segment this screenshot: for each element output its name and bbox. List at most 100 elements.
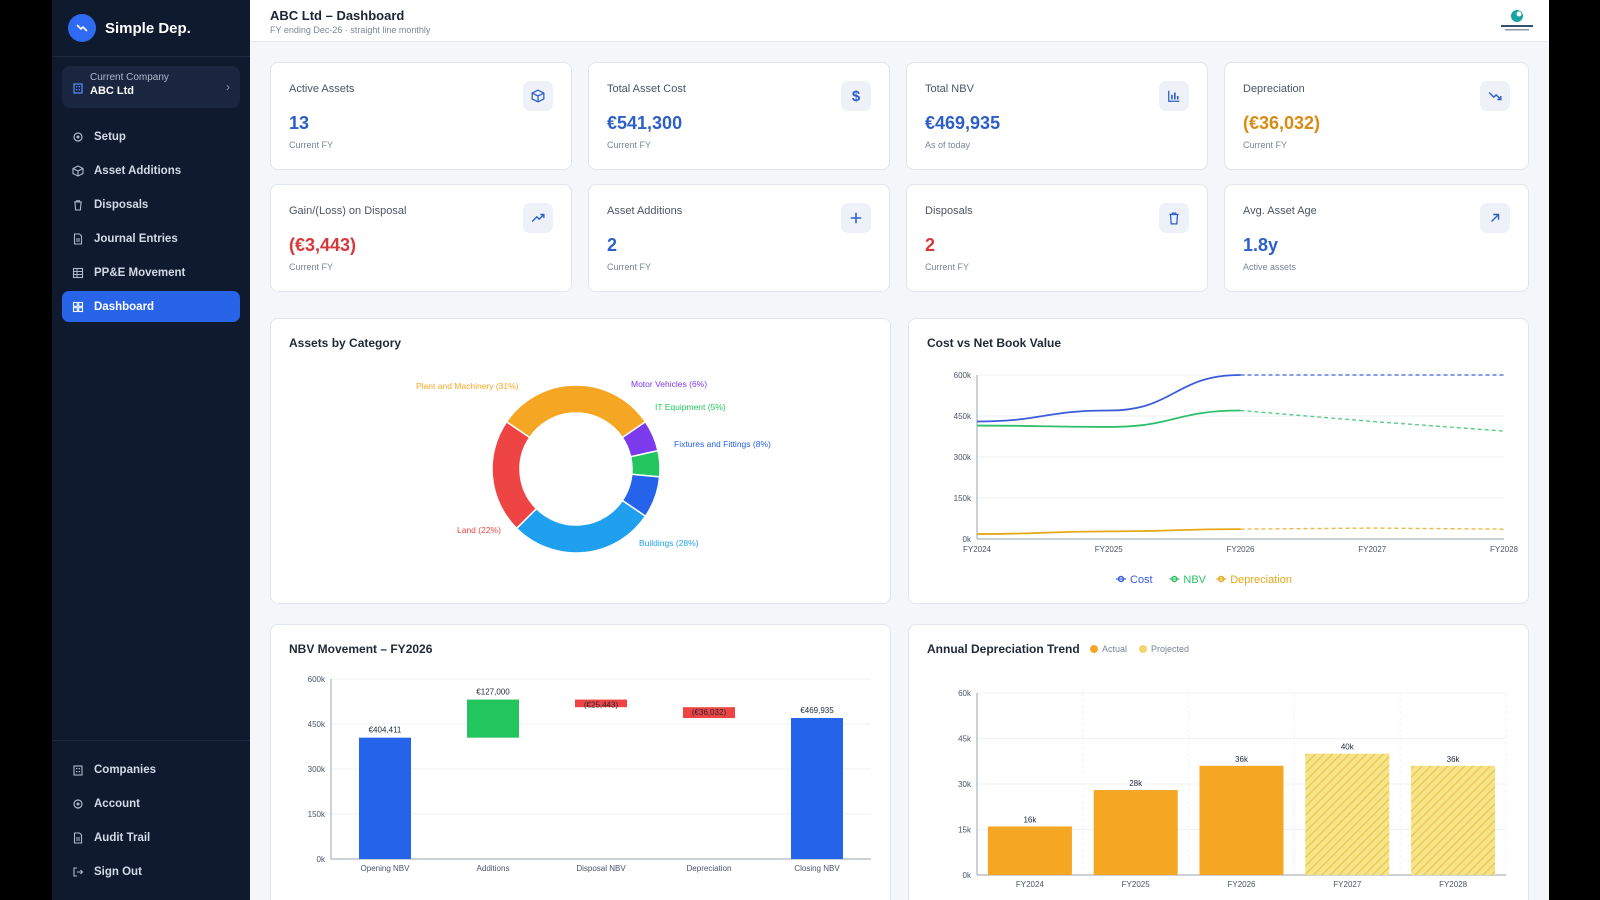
kpi-card-active-assets[interactable]: Active Assets 13 Current FY (270, 62, 572, 170)
nav-item-ppe-movement[interactable]: PP&E Movement (62, 257, 240, 288)
kpi-card-total-nbv[interactable]: Total NBV €469,935 As of today (906, 62, 1208, 170)
kpi-title: Avg. Asset Age (1243, 205, 1317, 217)
y-tick-label: 450k (954, 412, 972, 421)
box-icon (72, 164, 84, 177)
nav-item-companies[interactable]: Companies (62, 754, 240, 785)
slice-label: IT Equipment (5%) (655, 402, 726, 412)
nav-label: Dashboard (94, 300, 155, 313)
panel-title: Assets by Category (289, 336, 402, 350)
y-tick-label: 450k (308, 720, 326, 729)
nav-label: Account (94, 797, 140, 810)
nav-label: Audit Trail (94, 831, 151, 844)
kpi-title: Total NBV (925, 83, 974, 95)
nav-item-dashboard[interactable]: Dashboard (62, 291, 240, 322)
nav-item-asset-additions[interactable]: Asset Additions (62, 155, 240, 186)
legend-projected: Projected (1139, 644, 1189, 654)
kpi-value: 2 (925, 235, 936, 255)
y-tick-label: 0k (963, 871, 972, 880)
kpi-title: Active Assets (289, 83, 355, 95)
kpi-sub: Current FY (1243, 140, 1288, 150)
nav-item-disposals[interactable]: Disposals (62, 189, 240, 220)
kpi-card-depreciation[interactable]: Depreciation (€36,032) Current FY (1224, 62, 1529, 170)
building-icon (73, 764, 83, 776)
waterfall-bar (359, 737, 411, 859)
data-label: (€25,443) (584, 701, 619, 710)
gear-icon (73, 131, 83, 142)
x-tick-label: FY2025 (1122, 880, 1151, 889)
x-tick-label: FY2026 (1226, 545, 1255, 554)
waterfall-bar (575, 699, 627, 708)
kpi-title: Gain/(Loss) on Disposal (289, 205, 407, 217)
y-tick-label: 150k (954, 494, 972, 503)
kpi-sub: Current FY (289, 140, 334, 150)
kpi-title: Depreciation (1243, 83, 1305, 95)
trend-legend: Actual Projected (1090, 644, 1189, 654)
actual-bar (1093, 790, 1178, 875)
projected-bar (1411, 765, 1496, 875)
kpi-card-asset-additions[interactable]: Asset Additions 2 Current FY (588, 184, 890, 292)
nav-item-setup[interactable]: Setup (62, 121, 240, 152)
waterfall-bar (683, 707, 735, 719)
y-tick-label: 300k (954, 453, 972, 462)
trash-icon (74, 199, 82, 211)
company-switcher[interactable]: Current Company ABC Ltd › (62, 66, 240, 108)
legend-actual: Actual (1090, 644, 1127, 654)
nav-item-account[interactable]: Account (62, 788, 240, 819)
page-subtitle: FY ending Dec-26 · straight line monthly (270, 25, 431, 35)
kpi-value: 13 (289, 113, 310, 133)
brand[interactable]: Simple Dep. (68, 14, 191, 42)
slice-label: Fixtures and Fittings (8%) (674, 439, 771, 449)
table-icon (72, 267, 84, 278)
divider (52, 740, 250, 741)
plus-icon (841, 203, 871, 233)
bottom-nav: Companies Account Audit Trail Sign Out (62, 754, 240, 890)
dollar-icon: $ (841, 81, 871, 111)
legend-label: NBV (1183, 574, 1206, 586)
bar-chart-icon (1159, 81, 1189, 111)
document-icon (73, 232, 83, 245)
kpi-card-total-asset-cost[interactable]: Total Asset Cost €541,300 Current FY $ (588, 62, 890, 170)
legend-label: Actual (1102, 644, 1128, 654)
nav-label: Setup (94, 130, 126, 143)
data-label: 40k (1341, 743, 1355, 752)
slice-label: Motor Vehicles (6%) (631, 379, 707, 389)
bar-chart: 0k 15k 30k 45k 60k 16k FY2024 28k FY2025 36k FY202… (958, 689, 1507, 889)
panel-cost-vs-nbv: Cost vs Net Book Value 0k 150k 300k 450k 600… (908, 318, 1529, 604)
chevron-right-icon: › (226, 80, 230, 94)
kpi-card-disposals[interactable]: Disposals 2 Current FY (906, 184, 1208, 292)
y-tick-label: 60k (958, 689, 972, 698)
app-window: Simple Dep. Current Company ABC Ltd › Se… (52, 0, 1549, 900)
gear-icon (73, 798, 83, 809)
panel-nbv-movement: NBV Movement – FY2026 0k 150k 300k 450k 600k… (270, 624, 891, 900)
x-tick-label: Closing NBV (794, 864, 840, 873)
data-label: 36k (1235, 755, 1249, 764)
y-tick-label: 30k (958, 780, 972, 789)
kpi-sub: Current FY (607, 262, 652, 272)
y-tick-label: 600k (308, 675, 326, 684)
nav-item-audit-trail[interactable]: Audit Trail (62, 822, 240, 853)
kpi-value: €541,300 (607, 113, 683, 133)
series-line-projected (1240, 409, 1505, 432)
nav-item-sign-out[interactable]: Sign Out (62, 856, 240, 887)
x-tick-label: FY2028 (1490, 545, 1519, 554)
panel-title: Annual Depreciation Trend (927, 642, 1080, 656)
donut-slice (491, 420, 538, 530)
x-tick-label: FY2024 (1016, 880, 1045, 889)
y-tick-label: 0k (317, 855, 326, 864)
kpi-card-gain-loss[interactable]: Gain/(Loss) on Disposal (€3,443) Current… (270, 184, 572, 292)
x-tick-label: Depreciation (687, 864, 732, 873)
waterfall-bar (791, 718, 843, 859)
nav-item-journal-entries[interactable]: Journal Entries (62, 223, 240, 254)
data-label: 16k (1023, 815, 1037, 824)
projected-bar (1305, 753, 1390, 875)
box-icon (523, 81, 553, 111)
x-tick-label: FY2028 (1439, 880, 1468, 889)
sign-out-icon (73, 866, 84, 877)
x-tick-label: Disposal NBV (576, 864, 626, 873)
divider (52, 56, 250, 57)
kpi-card-avg-asset-age[interactable]: Avg. Asset Age 1.8y Active assets (1224, 184, 1529, 292)
x-tick-label: FY2027 (1358, 545, 1387, 554)
data-label: €127,000 (476, 688, 510, 697)
kpi-sub: Current FY (925, 262, 970, 272)
y-tick-label: 300k (308, 765, 326, 774)
